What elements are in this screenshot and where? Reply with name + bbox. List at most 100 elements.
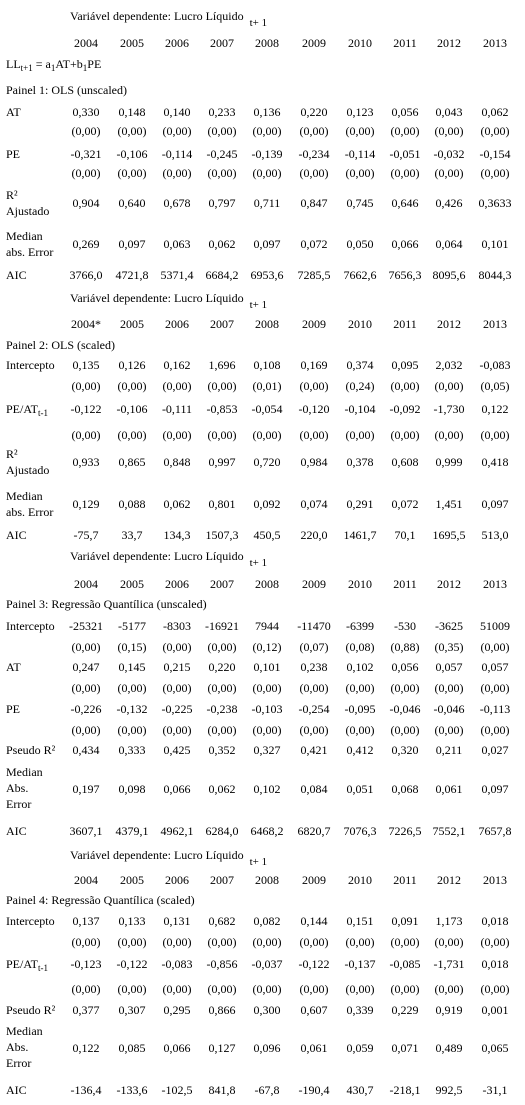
coefficient-cell: -0,046 [433, 702, 465, 716]
year-header: 2007 [210, 317, 234, 331]
year-header: 2010 [348, 577, 372, 591]
coefficient-cell: 0,071 [391, 1041, 419, 1055]
coefficient-cell: 0,919 [435, 1003, 463, 1017]
coefficient-cell: 0,018 [481, 914, 509, 928]
coefficient-cell: 0,066 [163, 1041, 191, 1055]
p-value-cell: (0,00) [299, 681, 329, 695]
coefficient-cell: 0,339 [346, 1003, 374, 1017]
p-value-cell: (0,00) [345, 982, 375, 996]
coefficient-cell: -0,083 [479, 358, 511, 372]
coefficient-cell: 0,140 [163, 105, 191, 119]
row-label: abs. Error [6, 245, 54, 259]
p-value-cell: (0,00) [434, 428, 464, 442]
p-value-cell: (0,00) [207, 723, 237, 737]
coefficient-cell: 0,847 [300, 196, 328, 210]
year-header: 2012 [437, 873, 461, 887]
coefficient-cell: -0,132 [116, 702, 148, 716]
coefficient-cell: 0,101 [481, 237, 509, 251]
row-label: Error [6, 797, 32, 811]
coefficient-cell: -0,103 [251, 702, 283, 716]
row-label: AIC [6, 1083, 27, 1097]
coefficient-cell: 0,608 [391, 455, 419, 469]
p-value-cell: (0,00) [117, 982, 147, 996]
p-value-cell: (0,00) [162, 166, 192, 180]
p-value-cell: (0,00) [390, 723, 420, 737]
coefficient-cell: 0,145 [118, 660, 146, 674]
coefficient-cell: 0,434 [72, 743, 100, 757]
p-value-cell: (0,00) [162, 982, 192, 996]
coefficient-cell: 0,056 [391, 660, 419, 674]
p-value-cell: (0,00) [117, 428, 147, 442]
coefficient-cell: -0,113 [479, 702, 511, 716]
coefficient-cell: 0,426 [435, 196, 463, 210]
row-label: Intercepto [6, 914, 55, 928]
coefficient-cell: 0,064 [435, 237, 463, 251]
p-value-cell: (0,00) [252, 124, 282, 138]
p-value-cell: (0,00) [345, 935, 375, 949]
coefficient-cell: 0,066 [391, 237, 419, 251]
p-value-cell: (0,00) [390, 681, 420, 695]
p-value-cell: (0,00) [434, 166, 464, 180]
p-value-cell: (0,00) [390, 935, 420, 949]
coefficient-cell: 7226,5 [388, 824, 422, 838]
p-value-cell: (0,00) [480, 982, 510, 996]
coefficient-cell: 0,091 [391, 914, 419, 928]
coefficient-cell: 0,061 [300, 1041, 328, 1055]
coefficient-cell: 0,646 [391, 196, 419, 210]
row-label: PE [6, 702, 21, 716]
year-header: 2005 [120, 873, 144, 887]
coefficient-cell: 0,377 [72, 1003, 100, 1017]
year-header: 2006 [165, 873, 189, 887]
panel-title: Painel 3: Regressão Quantílica (unscaled… [6, 597, 207, 611]
coefficient-cell: -0,321 [70, 147, 102, 161]
row-label: abs. Error [6, 505, 54, 519]
year-header: 2013 [483, 577, 507, 591]
coefficient-cell: 0,062 [481, 105, 509, 119]
coefficient-cell: 7656,3 [388, 268, 422, 282]
coefficient-cell: 0,169 [300, 358, 328, 372]
coefficient-cell: 0,102 [253, 782, 281, 796]
row-label: Median [6, 1024, 43, 1038]
coefficient-cell: 0,378 [346, 455, 374, 469]
coefficient-cell: 0,131 [163, 914, 191, 928]
p-value-cell: (0,00) [252, 166, 282, 180]
coefficient-cell: -67,8 [254, 1083, 280, 1097]
coefficient-cell: -136,4 [70, 1083, 102, 1097]
coefficient-cell: 0,999 [435, 455, 463, 469]
p-value-cell: (0,07) [299, 640, 329, 654]
coefficient-cell: 0,300 [253, 1003, 281, 1017]
coefficient-cell: 7657,8 [478, 824, 512, 838]
p-value-cell: (0,00) [434, 982, 464, 996]
year-header: 2009 [302, 577, 326, 591]
coefficient-cell: 0,051 [346, 782, 374, 796]
row-label: Median [6, 229, 43, 243]
coefficient-cell: 0,101 [253, 660, 281, 674]
coefficient-cell: 0,307 [118, 1003, 146, 1017]
coefficient-cell: -0,054 [251, 402, 283, 416]
dependent-variable-subscript: t+ 1 [249, 557, 268, 569]
p-value-cell: (0,15) [117, 640, 147, 654]
p-value-cell: (0,00) [390, 379, 420, 393]
year-header: 2013 [483, 873, 507, 887]
coefficient-cell: 0,068 [391, 782, 419, 796]
coefficient-cell: -0,104 [344, 402, 376, 416]
year-header: 2004 [74, 873, 98, 887]
coefficient-cell: -6399 [346, 619, 374, 633]
coefficient-cell: 0,062 [208, 237, 236, 251]
p-value-cell: (0,00) [207, 124, 237, 138]
coefficient-cell: -0,095 [344, 702, 376, 716]
p-value-cell: (0,00) [117, 935, 147, 949]
coefficient-cell: 992,5 [435, 1083, 463, 1097]
coefficient-cell: 0,215 [163, 660, 191, 674]
coefficient-cell: -133,6 [116, 1083, 148, 1097]
coefficient-cell: 0,097 [481, 782, 509, 796]
coefficient-cell: 0,095 [391, 358, 419, 372]
coefficient-cell: -218,1 [389, 1083, 421, 1097]
coefficient-cell: 0,082 [253, 914, 281, 928]
year-header: 2004 [74, 36, 98, 50]
coefficient-cell: 1507,3 [205, 528, 239, 542]
coefficient-cell: 5371,4 [160, 268, 194, 282]
p-value-cell: (0,00) [252, 935, 282, 949]
year-header: 2005 [120, 317, 144, 331]
p-value-cell: (0,00) [207, 681, 237, 695]
